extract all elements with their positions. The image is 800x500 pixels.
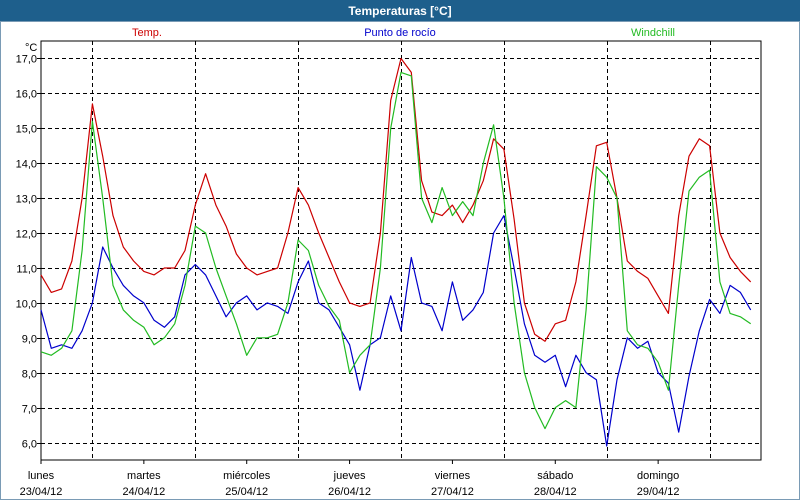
- y-tick-label: 11,0: [16, 264, 37, 276]
- y-tick-label: 9,0: [22, 334, 37, 346]
- y-tick-label: 10,0: [16, 299, 37, 311]
- x-tick-day-label: miércoles: [223, 470, 271, 482]
- chart-title: Temperaturas [°C]: [348, 3, 452, 18]
- x-tick-day-label: domingo: [637, 470, 679, 482]
- chart-titlebar: Temperaturas [°C]: [0, 0, 800, 21]
- plot-border: [40, 40, 762, 461]
- x-tick-day-label: lunes: [28, 470, 55, 482]
- y-tick-label: 12,0: [16, 229, 37, 241]
- legend-label: Windchill: [631, 27, 675, 39]
- x-tick-day-label: jueves: [333, 470, 366, 482]
- x-tick-day-label: sábado: [537, 470, 573, 482]
- x-tick-day-label: viernes: [435, 470, 471, 482]
- x-tick-date-label: 25/04/12: [225, 486, 268, 498]
- legend-label: Temp.: [132, 27, 162, 39]
- temperature-chart: 6,0 7,0 8,0 9,0 10,0 11,0 12,0 13,0 14,0 15,0 16,0…: [16, 27, 762, 498]
- dew-point-series-line: [40, 215, 752, 447]
- x-tick-date-label: 27/04/12: [431, 486, 474, 498]
- y-tick-label: 6,0: [22, 439, 37, 451]
- x-tick-day-label: martes: [127, 470, 161, 482]
- x-tick-date-label: 28/04/12: [534, 486, 577, 498]
- y-tick-label: 7,0: [22, 404, 37, 416]
- x-tick-date-label: 29/04/12: [637, 486, 680, 498]
- x-tick-date-label: 24/04/12: [122, 486, 165, 498]
- y-tick-label: 14,0: [16, 159, 37, 171]
- y-tick-label: 13,0: [16, 194, 37, 206]
- x-tick-date-label: 23/04/12: [20, 486, 63, 498]
- y-tick-label: 15,0: [16, 124, 37, 136]
- windchill-series-line: [40, 71, 752, 430]
- x-tick-date-label: 26/04/12: [328, 486, 371, 498]
- y-tick-label: 16,0: [16, 89, 37, 101]
- chart-frame: 6,0 7,0 8,0 9,0 10,0 11,0 12,0 13,0 14,0 15,0 16,0…: [0, 21, 800, 500]
- temp-series-line: [40, 57, 752, 342]
- y-axis-label: °C: [25, 42, 37, 54]
- legend-label: Punto de rocío: [364, 27, 436, 39]
- y-tick-label: 8,0: [22, 369, 37, 381]
- y-tick-label: 17,0: [16, 54, 37, 66]
